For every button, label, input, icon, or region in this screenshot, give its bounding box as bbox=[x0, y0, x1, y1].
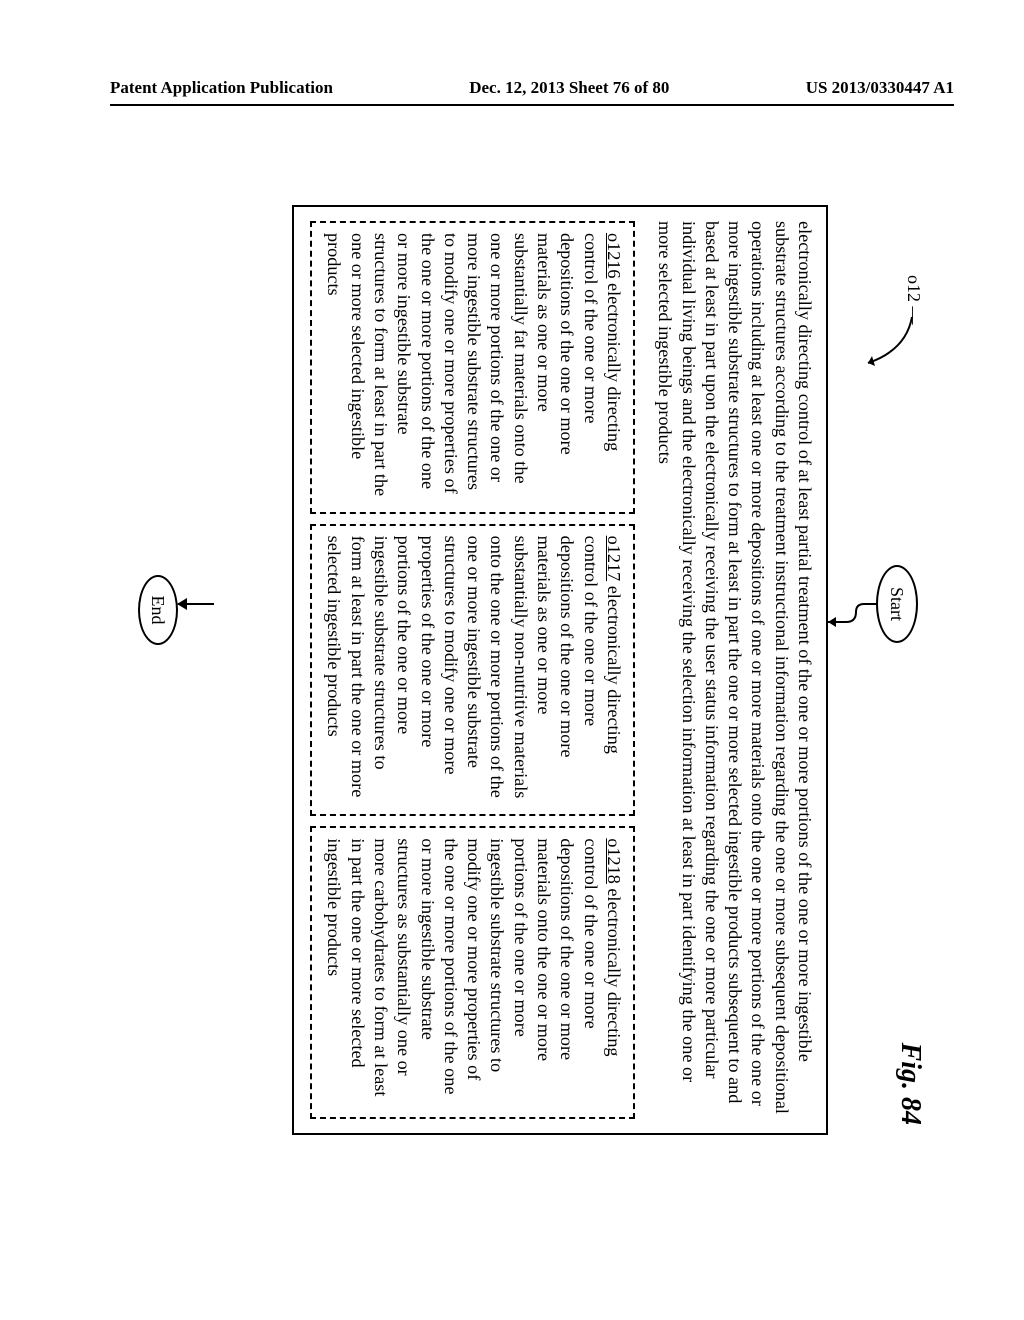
sub-process-o1216: o1216 electronically directing control o… bbox=[310, 221, 635, 514]
header-left: Patent Application Publication bbox=[110, 78, 333, 98]
sub-ref-o1218: o1218 bbox=[604, 838, 624, 883]
curved-arrow-icon bbox=[866, 315, 916, 385]
figure-label: Fig. 84 bbox=[894, 1043, 926, 1125]
jog-connector-icon bbox=[828, 593, 868, 633]
header-rule bbox=[110, 104, 954, 106]
main-process-box: electronically directing control of at l… bbox=[292, 205, 828, 1135]
sub-process-row: o1216 electronically directing control o… bbox=[310, 221, 635, 1119]
connector-to-end bbox=[178, 603, 214, 605]
start-node: Start bbox=[876, 565, 918, 643]
page-header: Patent Application Publication Dec. 12, … bbox=[110, 78, 954, 98]
sub-text-o1218: electronically directing control of the … bbox=[324, 838, 624, 1096]
sub-process-o1217: o1217 electronically directing control o… bbox=[310, 524, 635, 817]
diagram-inner: Fig. 84 o12 — Start electronically direc… bbox=[130, 205, 926, 1135]
header-right: US 2013/0330447 A1 bbox=[806, 78, 954, 98]
sub-ref-o1217: o1217 bbox=[604, 536, 624, 581]
sub-process-o1218: o1218 electronically directing control o… bbox=[310, 826, 635, 1119]
main-process-text: electronically directing control of at l… bbox=[653, 221, 816, 1119]
flowchart-diagram: Fig. 84 o12 — Start electronically direc… bbox=[63, 272, 993, 1068]
sub-ref-o1216: o1216 bbox=[604, 233, 624, 278]
end-node: End bbox=[138, 575, 178, 645]
sub-text-o1217: electronically directing control of the … bbox=[324, 536, 624, 799]
header-center: Dec. 12, 2013 Sheet 76 of 80 bbox=[469, 78, 669, 98]
sub-text-o1216: electronically directing control of the … bbox=[324, 233, 624, 496]
